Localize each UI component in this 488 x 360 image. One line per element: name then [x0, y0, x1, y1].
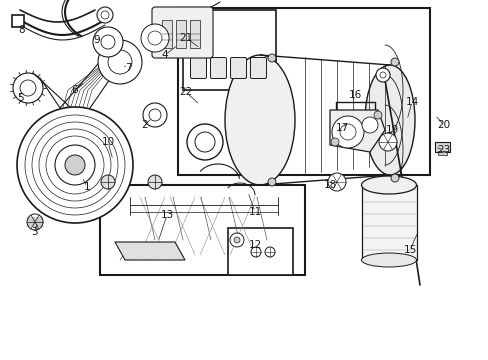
Circle shape [339, 124, 355, 140]
Text: 2: 2 [142, 120, 148, 130]
Circle shape [378, 133, 396, 151]
Text: 7: 7 [124, 63, 131, 73]
Text: 4: 4 [162, 50, 168, 60]
Bar [361, 185, 416, 260]
Circle shape [93, 27, 123, 57]
Bar [437, 151, 446, 155]
Circle shape [229, 233, 244, 247]
Ellipse shape [224, 55, 294, 185]
Circle shape [148, 175, 162, 189]
Text: 14: 14 [405, 97, 418, 107]
Circle shape [142, 103, 167, 127]
Circle shape [46, 136, 104, 194]
Circle shape [65, 155, 85, 175]
Circle shape [97, 7, 113, 23]
Circle shape [234, 237, 240, 243]
Circle shape [186, 124, 223, 160]
Text: 15: 15 [403, 245, 416, 255]
Circle shape [195, 132, 215, 152]
Circle shape [390, 58, 398, 66]
FancyBboxPatch shape [210, 58, 226, 78]
Text: 18: 18 [323, 180, 336, 190]
Circle shape [55, 145, 95, 185]
Circle shape [25, 115, 125, 215]
Circle shape [250, 247, 261, 257]
Circle shape [101, 35, 115, 49]
Polygon shape [112, 197, 289, 260]
Circle shape [379, 72, 385, 78]
Circle shape [267, 178, 275, 186]
Circle shape [373, 111, 381, 119]
Text: 10: 10 [101, 137, 114, 147]
FancyBboxPatch shape [152, 7, 213, 58]
Text: 9: 9 [94, 35, 100, 45]
FancyBboxPatch shape [250, 58, 266, 78]
Text: 21: 21 [179, 33, 192, 43]
Circle shape [361, 117, 377, 133]
Bar [183, 10, 275, 90]
Circle shape [17, 107, 133, 223]
Bar [227, 228, 292, 275]
Circle shape [20, 80, 36, 96]
Circle shape [39, 129, 111, 201]
Bar [178, 8, 429, 175]
Circle shape [267, 54, 275, 62]
Text: 5: 5 [17, 93, 23, 103]
Circle shape [390, 174, 398, 182]
Circle shape [375, 68, 389, 82]
Text: 22: 22 [179, 87, 192, 97]
Circle shape [101, 175, 115, 189]
Circle shape [330, 138, 338, 146]
Bar [434, 142, 449, 152]
Circle shape [331, 116, 363, 148]
Text: 13: 13 [160, 210, 173, 220]
Polygon shape [329, 110, 384, 152]
Ellipse shape [361, 176, 416, 194]
Circle shape [32, 122, 118, 208]
Circle shape [149, 109, 161, 121]
Text: 1: 1 [83, 182, 90, 192]
Text: 6: 6 [72, 85, 78, 95]
Circle shape [264, 247, 274, 257]
Circle shape [327, 173, 346, 191]
Text: 20: 20 [437, 120, 449, 130]
Bar [162, 20, 172, 48]
Bar [190, 20, 200, 48]
Bar [176, 20, 185, 48]
Text: 23: 23 [436, 145, 450, 155]
FancyBboxPatch shape [230, 58, 246, 78]
Circle shape [27, 214, 43, 230]
Circle shape [148, 31, 162, 45]
Bar [12, 15, 24, 27]
Text: 12: 12 [248, 240, 261, 250]
Text: 8: 8 [19, 25, 25, 35]
Circle shape [13, 73, 43, 103]
Circle shape [108, 50, 132, 74]
Circle shape [98, 40, 142, 84]
Bar [100, 185, 305, 275]
Ellipse shape [361, 253, 416, 267]
Circle shape [101, 11, 109, 19]
Text: 11: 11 [248, 207, 261, 217]
Circle shape [141, 24, 169, 52]
Text: 3: 3 [31, 227, 37, 237]
Polygon shape [115, 242, 184, 260]
Text: 19: 19 [385, 125, 398, 135]
Text: 16: 16 [347, 90, 361, 100]
Text: 17: 17 [335, 123, 348, 133]
FancyBboxPatch shape [190, 58, 206, 78]
Ellipse shape [364, 65, 414, 175]
